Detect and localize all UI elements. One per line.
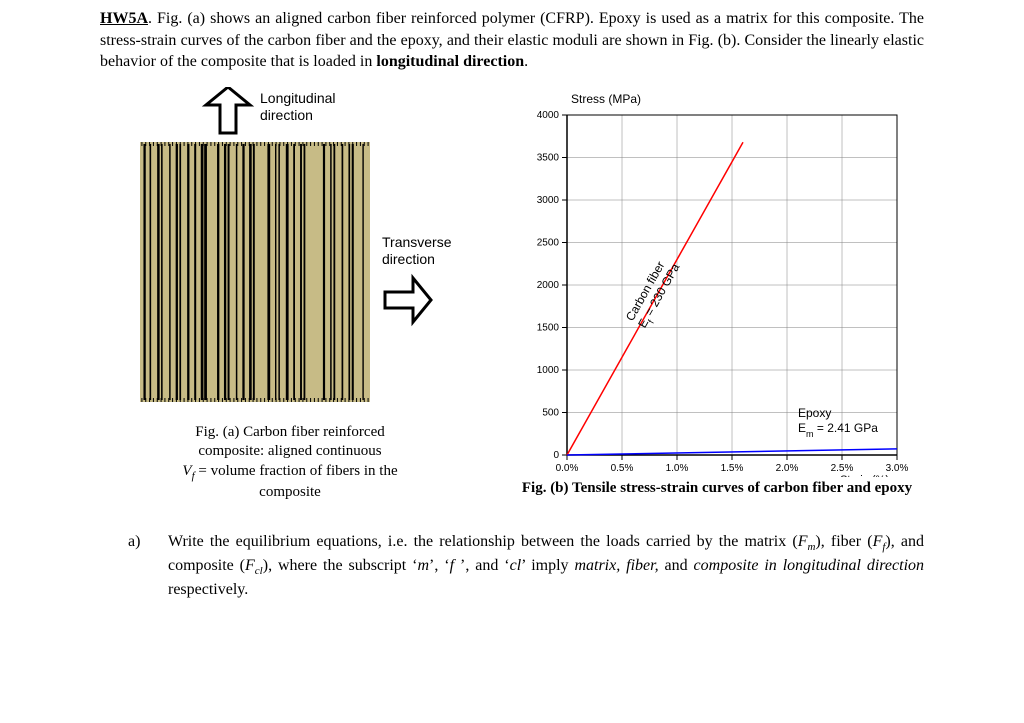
qa-mid1: ), fiber ( — [815, 533, 872, 550]
qa-cl: cl — [510, 557, 522, 574]
qa-Ff: F — [873, 533, 883, 550]
qa-Fcl-sub: cl — [255, 565, 263, 577]
qa-f: f — [450, 557, 460, 574]
question-letter: a) — [100, 531, 168, 601]
question-a: a) Write the equilibrium equations, i.e.… — [100, 531, 924, 601]
page: HW5A. Fig. (a) shows an aligned carbon f… — [0, 0, 1024, 723]
para-tail: . — [524, 53, 528, 70]
svg-text:Strain (%): Strain (%) — [840, 474, 889, 477]
transverse-arrow-icon — [385, 278, 431, 322]
svg-text:1000: 1000 — [537, 365, 560, 376]
composite-block — [140, 142, 370, 402]
longitudinal-label-2: direction — [260, 107, 313, 123]
svg-text:1500: 1500 — [537, 322, 560, 333]
qa-mid4: ’, ‘ — [429, 557, 450, 574]
qa-mid6: ’ imply — [521, 557, 574, 574]
fig-a-caption-vf-rest: = volume fraction of fibers in the — [195, 463, 398, 479]
svg-text:3.0%: 3.0% — [886, 463, 909, 474]
figures-row: Longitudinal direction Transverse direct… — [100, 87, 924, 503]
fig-a-caption-line4: composite — [259, 484, 321, 500]
svg-text:0: 0 — [553, 450, 559, 461]
svg-text:2500: 2500 — [537, 237, 560, 248]
qa-Fcl: F — [245, 557, 255, 574]
svg-text:Epoxy: Epoxy — [798, 406, 831, 420]
hw-label: HW5A — [100, 10, 148, 27]
svg-text:2.0%: 2.0% — [776, 463, 799, 474]
fig-b-caption-text: Fig. (b) Tensile stress-strain curves of… — [522, 480, 912, 496]
fig-b-caption: Fig. (b) Tensile stress-strain curves of… — [522, 479, 912, 499]
qa-mid3: ), where the subscript ‘ — [263, 557, 418, 574]
qa-tail: respectively. — [168, 581, 248, 598]
svg-text:500: 500 — [542, 407, 559, 418]
qa-Fm: F — [798, 533, 808, 550]
para-bold: longitudinal direction — [376, 53, 524, 70]
svg-text:2.5%: 2.5% — [831, 463, 854, 474]
fig-a-caption: Fig. (a) Carbon fiber reinforced composi… — [182, 423, 397, 503]
fig-a-schematic: Longitudinal direction Transverse direct… — [110, 87, 470, 417]
qa-italic2: composite in longitudinal direction — [694, 557, 924, 574]
transverse-label-1: Transverse — [382, 234, 452, 250]
problem-paragraph: HW5A. Fig. (a) shows an aligned carbon f… — [100, 8, 924, 73]
stress-strain-chart: Stress (MPa) 0 500 1000 1500 2000 2500 3000 3500… — [512, 87, 922, 477]
fig-a-caption-line1: Fig. (a) Carbon fiber reinforced — [195, 424, 385, 440]
svg-text:Stress (MPa): Stress (MPa) — [571, 92, 641, 106]
qa-and: and — [665, 557, 694, 574]
qa-pre: Write the equilibrium equations, i.e. th… — [168, 533, 798, 550]
svg-text:2000: 2000 — [537, 280, 560, 291]
qa-italic1: matrix, fiber, — [574, 557, 664, 574]
chart-wrap: Stress (MPa) 0 500 1000 1500 2000 2500 3000 3500… — [512, 87, 922, 477]
qa-mid5: ’, and ‘ — [460, 557, 510, 574]
svg-text:1.0%: 1.0% — [666, 463, 689, 474]
fig-a-caption-vf: V — [182, 463, 191, 479]
longitudinal-arrow-icon — [206, 87, 250, 133]
fig-a-column: Longitudinal direction Transverse direct… — [100, 87, 480, 503]
longitudinal-label-1: Longitudinal — [260, 90, 336, 106]
svg-text:0.0%: 0.0% — [556, 463, 579, 474]
svg-text:3000: 3000 — [537, 195, 560, 206]
svg-text:0.5%: 0.5% — [611, 463, 634, 474]
transverse-label-2: direction — [382, 251, 435, 267]
question-body: Write the equilibrium equations, i.e. th… — [168, 531, 924, 601]
svg-text:3500: 3500 — [537, 152, 560, 163]
svg-text:Em = 2.41 GPa: Em = 2.41 GPa — [798, 421, 878, 439]
svg-text:1.5%: 1.5% — [721, 463, 744, 474]
fig-b-column: Stress (MPa) 0 500 1000 1500 2000 2500 3000 3500… — [510, 87, 924, 503]
qa-m: m — [417, 557, 429, 574]
fig-a-caption-line2: composite: aligned continuous — [198, 443, 381, 459]
svg-text:4000: 4000 — [537, 110, 560, 121]
